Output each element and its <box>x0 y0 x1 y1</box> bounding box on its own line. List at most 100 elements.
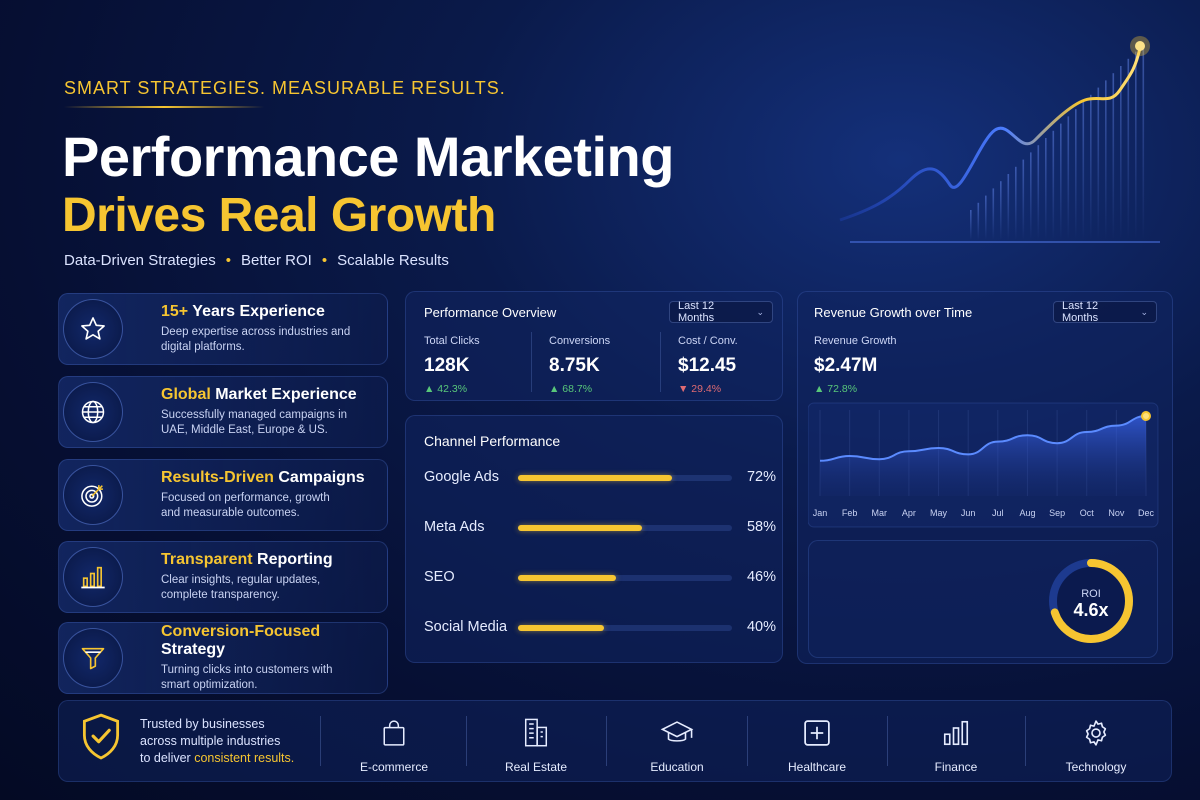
kpi-label: Cost / Conv. <box>678 335 738 347</box>
roi-donut: ROI 4.6x <box>1049 559 1133 643</box>
feature-card-experience: 15+ Years Experience Deep expertise acro… <box>58 293 388 365</box>
revenue-growth-title: Revenue Growth over Time <box>814 305 973 320</box>
feature-description: Deep expertise across industries and dig… <box>161 326 351 353</box>
trust-line: Trusted by businesses <box>140 717 265 731</box>
hero-glow-bar <box>1015 166 1017 240</box>
divider <box>747 716 748 766</box>
feature-title-highlight: Global <box>161 386 211 403</box>
target-icon <box>63 465 123 525</box>
divider <box>466 716 467 766</box>
kpi-cost-per-conversion: Cost / Conv. $12.45 ▼ 29.4% <box>678 335 738 395</box>
roi-value: 4.6x <box>1073 600 1108 620</box>
industry-label: Technology <box>1065 760 1127 774</box>
feature-title: Campaigns <box>273 469 365 486</box>
hero-glow-bars <box>970 44 1145 241</box>
hero-bullet: Data-Driven Strategies <box>64 252 216 269</box>
divider <box>320 716 321 766</box>
hero-glow-bar <box>1052 130 1055 240</box>
hero-growth-endpoint <box>1135 41 1145 51</box>
hero-glow-bar <box>1105 80 1107 241</box>
feature-title-highlight: Conversion-Focused <box>161 623 321 640</box>
hero-growth-line <box>839 47 1142 222</box>
industry-label: Real Estate <box>504 760 568 774</box>
dropdown-value: Last 12 Months <box>678 300 715 324</box>
industry-ecommerce: E-commerce <box>334 712 454 774</box>
feature-card-global: Global Market Experience Successfully ma… <box>58 376 388 448</box>
revenue-metric-change: ▲ 72.8% <box>814 383 858 395</box>
bar-chart-icon <box>896 712 1016 748</box>
revenue-x-tick-label: Feb <box>842 508 858 518</box>
revenue-period-dropdown[interactable]: Last 12 Months ⌄ <box>1053 300 1157 324</box>
hero-bullet: Scalable Results <box>337 252 449 269</box>
feature-description: Clear insights, regular updates, complet… <box>161 574 321 601</box>
globe-icon <box>63 382 123 442</box>
channel-bar-track <box>518 625 732 631</box>
shopping-bag-icon <box>334 712 454 748</box>
hero-glow-bar <box>1142 44 1145 241</box>
revenue-metric-value: $2.47M <box>814 355 878 376</box>
feature-description: Focused on performance, growth and measu… <box>161 492 330 519</box>
channel-name: Social Media <box>424 619 508 635</box>
roi-label: ROI <box>1081 588 1101 600</box>
hero-glow-bar <box>1030 152 1032 240</box>
hero-growth-graphic <box>839 36 1160 243</box>
industry-real-estate: Real Estate <box>476 712 596 774</box>
revenue-area <box>820 416 1146 496</box>
hero-glow-bar <box>1037 145 1040 240</box>
revenue-metric: Revenue Growth $2.47M ▲ 72.8% <box>814 335 897 395</box>
tagline: SMART STRATEGIES. MEASURABLE RESULTS. <box>64 78 506 98</box>
graduation-cap-icon <box>617 712 737 748</box>
revenue-x-tick-label: Jan <box>813 508 828 518</box>
trust-line: across multiple industries <box>140 734 281 748</box>
funnel-icon <box>63 628 123 688</box>
bar-chart-icon <box>63 547 123 607</box>
channel-row: Google Ads 72% <box>424 467 776 489</box>
overview-period-dropdown[interactable]: Last 12 Months ⌄ <box>669 300 773 324</box>
hero-glow-bar <box>1000 181 1002 240</box>
hero-glow-bar <box>1127 58 1130 240</box>
building-icon <box>476 712 596 748</box>
industry-label: Healthcare <box>787 760 847 774</box>
hero-glow-bar <box>977 202 980 240</box>
channel-bar <box>518 575 617 581</box>
hero-glow-bar <box>1060 123 1062 240</box>
hero-glow-bar <box>1097 87 1100 240</box>
feature-title-highlight: Transparent <box>161 551 253 568</box>
feature-description: Successfully managed campaigns in UAE, M… <box>161 409 348 436</box>
gear-icon <box>1036 712 1156 748</box>
channel-value: 58% <box>746 519 776 535</box>
performance-overview-title: Performance Overview <box>424 305 557 320</box>
channel-row: SEO 46% <box>424 567 776 589</box>
industry-finance: Finance <box>896 712 1016 774</box>
industry-technology: Technology <box>1036 712 1156 774</box>
hero-subtitle: Drives Real Growth <box>62 189 496 242</box>
channel-name: Meta Ads <box>424 519 485 535</box>
kpi-conversions: Conversions 8.75K ▲ 68.7% <box>549 335 610 395</box>
kpi-change: ▲ 42.3% <box>424 383 468 395</box>
hero-glow-bar <box>1045 138 1047 240</box>
channel-value: 46% <box>746 569 776 585</box>
hero-title: Performance Marketing <box>62 125 674 188</box>
hero-glow-bar <box>970 210 972 240</box>
hero-glow-bar <box>992 188 995 240</box>
revenue-x-tick-label: May <box>930 508 948 518</box>
channel-performance-title: Channel Performance <box>424 433 561 449</box>
revenue-x-tick-label: Aug <box>1019 508 1035 518</box>
kpi-value: 8.75K <box>549 355 600 376</box>
industry-education: Education <box>617 712 737 774</box>
revenue-line <box>819 415 1147 462</box>
revenue-x-tick-label: Jun <box>961 508 976 518</box>
industry-label: E-commerce <box>359 760 428 774</box>
hero-glow-bar <box>1067 116 1070 240</box>
revenue-x-tick-label: Apr <box>902 508 916 518</box>
revenue-x-tick-label: Mar <box>872 508 888 518</box>
channel-bar-track <box>518 525 732 531</box>
channel-performance-panel <box>405 415 783 663</box>
channel-bar-track <box>518 575 732 581</box>
revenue-x-tick-label: Oct <box>1080 508 1095 518</box>
chevron-down-icon: ⌄ <box>756 306 764 317</box>
dropdown-value: Last 12 Months <box>1062 300 1099 324</box>
divider <box>1025 716 1026 766</box>
kpi-total-clicks: Total Clicks 128K ▲ 42.3% <box>424 335 480 395</box>
channel-name: SEO <box>424 569 455 585</box>
